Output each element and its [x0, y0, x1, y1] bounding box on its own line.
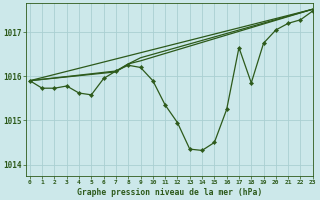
- X-axis label: Graphe pression niveau de la mer (hPa): Graphe pression niveau de la mer (hPa): [77, 188, 262, 197]
